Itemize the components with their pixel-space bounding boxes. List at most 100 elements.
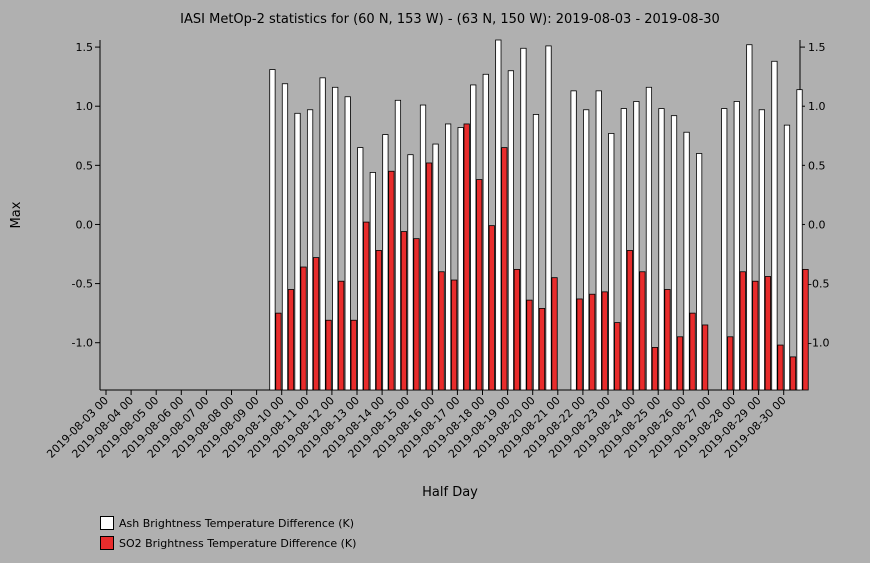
chart-title: IASI MetOp-2 statistics for (60 N, 153 W… — [180, 12, 720, 27]
y-tick-label-right: -1.0 — [808, 337, 829, 350]
y-tick-label-right: 0.5 — [808, 159, 826, 172]
bar-ash-17 — [319, 77, 326, 391]
bar-ash-15 — [294, 112, 301, 391]
bar-so2-42 — [639, 271, 646, 391]
bar-ash-21 — [369, 172, 376, 391]
bar-ash-39 — [595, 90, 602, 391]
bar-so2-39 — [601, 291, 608, 391]
bar-ash-32 — [507, 70, 514, 391]
y-tick-label-left: -1.0 — [72, 337, 93, 350]
bar-ash-22 — [382, 134, 389, 391]
bar-ash-31 — [495, 39, 502, 391]
bar-so2-47 — [702, 324, 709, 391]
bar-ash-35 — [545, 45, 552, 391]
bar-so2-17 — [325, 319, 332, 391]
bar-so2-34 — [538, 308, 546, 391]
bar-so2-50 — [739, 271, 746, 391]
bar-ash-37 — [570, 90, 577, 391]
bar-ash-20 — [357, 147, 364, 391]
bar-ash-44 — [658, 108, 665, 391]
bar-so2-31 — [501, 147, 508, 391]
y-axis-label: Max — [9, 201, 24, 228]
bar-so2-37 — [576, 298, 583, 391]
legend: Ash Brightness Temperature Difference (K… — [100, 513, 356, 553]
bar-so2-38 — [589, 293, 596, 391]
bar-so2-29 — [476, 179, 483, 391]
y-tick-label-right: -0.5 — [808, 278, 829, 291]
bar-so2-16 — [312, 257, 320, 391]
bar-ash-27 — [445, 123, 452, 391]
bar-so2-49 — [727, 336, 734, 391]
bar-so2-30 — [488, 225, 495, 391]
bar-so2-51 — [752, 280, 759, 391]
bar-so2-40 — [614, 322, 621, 391]
bar-so2-21 — [375, 250, 382, 391]
bar-so2-14 — [287, 289, 295, 391]
bar-so2-15 — [300, 266, 307, 391]
bar-ash-51 — [746, 44, 753, 391]
bar-ash-45 — [670, 115, 678, 391]
legend-label-so2: SO2 Brightness Temperature Difference (K… — [119, 536, 357, 550]
bar-so2-24 — [413, 238, 420, 391]
y-tick-label-left: 1.5 — [76, 41, 94, 54]
bar-so2-27 — [451, 279, 458, 391]
bar-ash-29 — [470, 84, 477, 391]
bar-ash-19 — [344, 96, 351, 391]
bar-so2-52 — [764, 276, 771, 391]
bar-so2-19 — [350, 319, 357, 391]
legend-swatch-ash — [100, 516, 114, 530]
bar-ash-42 — [633, 101, 640, 391]
bar-ash-38 — [583, 109, 590, 391]
bar-ash-47 — [696, 153, 703, 391]
bar-ash-14 — [281, 83, 289, 391]
y-tick-label-left: 0.0 — [76, 218, 94, 231]
legend-item-so2: SO2 Brightness Temperature Difference (K… — [100, 533, 356, 553]
bar-ash-49 — [721, 108, 728, 391]
bar-ash-24 — [407, 154, 414, 391]
bar-ash-33 — [520, 47, 527, 391]
bar-so2-20 — [363, 221, 370, 391]
bar-so2-54 — [789, 356, 797, 391]
bar-ash-34 — [532, 114, 540, 391]
bar-ash-40 — [608, 133, 615, 391]
bar-so2-44 — [664, 289, 671, 391]
bar-so2-18 — [338, 280, 345, 391]
y-tick-label-left: 1.0 — [76, 100, 94, 113]
bar-ash-50 — [733, 101, 740, 391]
legend-swatch-so2 — [100, 536, 114, 550]
bar-so2-33 — [526, 299, 533, 391]
bar-ash-28 — [457, 127, 464, 391]
bar-ash-25 — [419, 104, 427, 391]
bar-ash-18 — [332, 86, 339, 391]
bar-ash-55 — [796, 89, 803, 391]
bar-so2-43 — [651, 347, 659, 391]
y-tick-label-right: 0.0 — [808, 218, 826, 231]
bar-so2-45 — [676, 336, 684, 391]
bar-so2-26 — [438, 271, 445, 391]
x-axis-label: Half Day — [422, 485, 478, 500]
bar-ash-16 — [306, 109, 314, 391]
bar-so2-13 — [275, 312, 282, 391]
bar-so2-28 — [463, 123, 470, 391]
bar-ash-46 — [683, 131, 690, 391]
y-tick-label-left: -0.5 — [72, 278, 93, 291]
y-tick-label-right: 1.5 — [808, 41, 826, 54]
bar-so2-22 — [388, 170, 395, 391]
bar-so2-53 — [777, 344, 784, 391]
bar-so2-41 — [626, 250, 633, 391]
bar-ash-26 — [432, 143, 439, 391]
bar-ash-53 — [771, 60, 778, 391]
bar-ash-30 — [482, 73, 489, 391]
bar-ash-43 — [645, 86, 653, 391]
bar-so2-25 — [425, 162, 433, 391]
bar-so2-46 — [689, 312, 696, 391]
legend-label-ash: Ash Brightness Temperature Difference (K… — [119, 516, 354, 530]
y-tick-label-left: 0.5 — [76, 159, 94, 172]
y-tick-label-right: 1.0 — [808, 100, 826, 113]
bar-so2-23 — [400, 231, 408, 391]
bar-ash-52 — [758, 109, 765, 391]
bar-so2-35 — [551, 277, 558, 391]
bar-ash-23 — [394, 99, 402, 391]
plot-area: -1.0 -1.0 -0.5 -0.5 0.0 0.0 0.5 0.5 1.0 1.0 1.5 1.5… — [44, 39, 829, 461]
